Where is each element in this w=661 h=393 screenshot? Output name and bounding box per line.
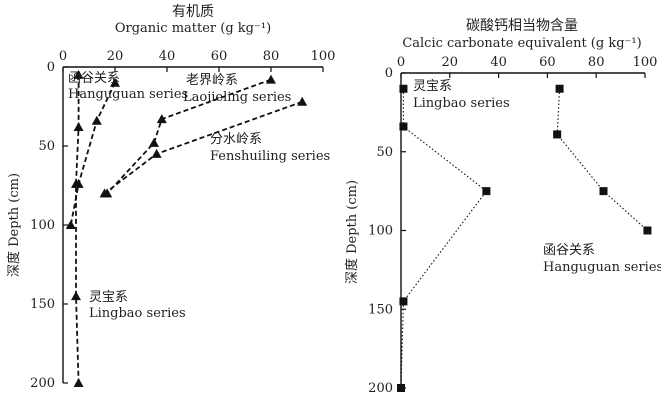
label-fenshuiling-cn: 分水岭系 [210,132,262,147]
label-lingbao-right-cn: 灵宝系 [413,79,452,94]
left-y-tick-label: 200 [30,376,55,391]
left-x-tick-label: 80 [263,49,280,64]
left-chart-title: Organic matter (g kg⁻¹) [115,21,271,36]
right-y-tick-label: 200 [368,381,393,393]
right-chart-title-cn: 碳酸钙相当物含量 [466,18,578,34]
right-x-tick-label: 40 [490,55,507,70]
left-y-axis-label: 深度 Depth (cm) [6,173,22,277]
label-fenshuiling: Fenshuiling series [210,149,330,164]
left-series-line-2 [104,100,303,195]
label-laojieling-cn: 老界岭系 [186,73,238,88]
left-series-line-3 [75,74,80,384]
label-hanguguan-right: Hanguguan series [543,260,661,275]
label-lingbao: Lingbao series [89,306,186,321]
left-triangle-marker [71,291,81,301]
right-x-tick-label: 20 [442,55,459,70]
right-square-marker [599,187,608,196]
right-y-axis-label: 深度 Depth (cm) [344,180,360,284]
right-x-tick-label: 0 [397,55,405,70]
left-x-tick-label: 60 [211,49,228,64]
left-y-tick-label: 150 [30,297,55,312]
right-ticks: 0 20 40 60 80 100 0 50 100 150 200 [368,55,657,393]
right-square-marker [397,384,405,392]
label-hanguguan: Hanguguan series [68,87,188,102]
right-x-tick-label: 60 [539,55,556,70]
left-triangle-marker [99,188,110,198]
left-x-tick-label: 20 [107,49,124,64]
label-lingbao-cn: 灵宝系 [89,290,128,305]
label-laojieling: Laojieling series [183,90,291,105]
left-series-line-0 [69,82,116,226]
organic-matter-panel: 有机质 Organic matter (g kg⁻¹) 深度 Depth (cm… [6,4,335,391]
label-hanguguan-cn: 函谷关系 [68,71,120,86]
right-square-marker [555,84,564,93]
left-triangle-marker [73,69,84,79]
left-x-tick-label: 0 [59,49,67,64]
left-triangle-marker [151,148,162,158]
left-triangle-marker [297,96,308,106]
left-triangle-marker [71,178,81,188]
right-series-lines [400,88,648,389]
left-triangle-marker [266,74,276,84]
right-square-marker [482,187,491,196]
calcic-carbonate-panel: 碳酸钙相当物含量 Calcic carbonate equivalent (g … [344,18,661,393]
right-x-tick-label: 80 [588,55,605,70]
label-lingbao-right: Lingbao series [413,96,510,111]
right-square-marker [553,130,562,139]
right-y-tick-label: 0 [385,66,393,81]
right-series-line-0 [400,88,488,389]
left-y-tick-label: 50 [38,139,55,154]
left-series-lines [69,74,303,384]
right-square-marker [399,297,408,306]
left-markers [65,69,308,387]
right-series-line-1 [556,88,648,231]
right-square-marker [399,84,408,93]
left-triangle-marker [73,122,84,132]
left-triangle-marker [110,77,120,87]
left-triangle-marker [156,114,167,124]
right-y-tick-label: 100 [368,224,393,239]
left-y-tick-label: 0 [47,60,55,75]
left-triangle-marker [73,378,84,387]
left-x-tick-label: 40 [159,49,176,64]
right-square-marker [643,226,652,235]
left-ticks: 0 20 40 60 80 100 0 50 100 150 200 [30,49,335,391]
right-chart-title: Calcic carbonate equivalent (g kg⁻¹) [402,36,641,51]
left-x-tick-label: 100 [311,49,336,64]
right-y-tick-label: 150 [368,302,393,317]
left-triangle-marker [149,137,159,147]
left-y-tick-label: 100 [30,218,55,233]
label-hanguguan-right-cn: 函谷关系 [543,243,595,258]
left-triangle-marker [91,115,102,125]
right-x-tick-label: 100 [633,55,658,70]
right-y-tick-label: 50 [376,145,393,160]
right-square-marker [399,122,408,131]
left-series-line-1 [106,78,272,195]
left-triangle-marker [65,220,76,229]
right-markers [397,84,652,392]
left-chart-title-cn: 有机质 [172,4,214,20]
